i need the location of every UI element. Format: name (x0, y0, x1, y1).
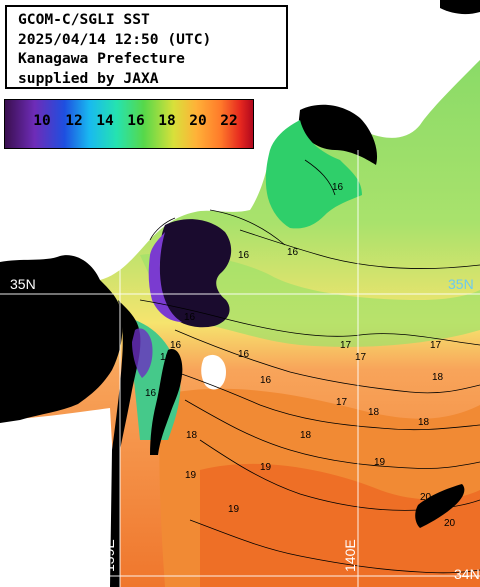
colorbar-tick: 20 (189, 113, 207, 129)
tokyo-bay-purple-edge (148, 232, 182, 322)
land-miura-peninsula (150, 349, 183, 455)
sagami-cold-patch (132, 328, 153, 378)
colorbar-legend: 10 12 14 16 18 20 22 (4, 99, 254, 149)
graticule (0, 150, 480, 587)
lat-label-34n-right: 34N (454, 566, 480, 582)
colorbar-tick: 18 (158, 113, 176, 129)
land-izu-coast (110, 300, 141, 587)
colorbar-tick: 16 (127, 113, 145, 129)
colorbar-gradient (5, 100, 253, 148)
title-box: GCOM-C/SGLI SST 2025/04/14 12:50 (UTC) K… (5, 5, 288, 89)
izu-coastal-water (265, 120, 362, 229)
warm-core-region (200, 463, 480, 587)
lon-label-139e: 139E (101, 539, 117, 572)
colorbar-tick: 12 (65, 113, 83, 129)
title-line-2: 2025/04/14 12:50 (UTC) (18, 30, 212, 48)
cool-water-region (140, 253, 480, 347)
title-line-1: GCOM-C/SGLI SST (18, 11, 150, 28)
title-line-3: Kanagawa Prefecture (18, 50, 185, 67)
cloud-mask-small (201, 354, 226, 390)
land-oshima (415, 484, 465, 528)
lat-label-35n: 35N (10, 276, 36, 292)
title-line-4: supplied by JAXA (18, 69, 159, 87)
tokyo-bay-cold-plume (159, 219, 232, 328)
isotherm-contours (139, 159, 480, 574)
lat-label-34n: 34N (10, 566, 36, 582)
lat-label-35n-right: 35N (448, 276, 474, 292)
colorbar-tick: 10 (33, 113, 51, 129)
cloud-mask-southwest (0, 408, 120, 587)
land-north-corner (440, 0, 480, 15)
land-izu-peninsula (0, 255, 123, 423)
colorbar-tick: 22 (220, 113, 238, 129)
colorbar-tick: 14 (96, 113, 114, 129)
colorbar-tick-labels: 10 12 14 16 18 20 22 (5, 113, 255, 135)
land-boso-tip (298, 104, 378, 165)
cloud-mask-west (0, 150, 270, 280)
lon-label-140e: 140E (342, 539, 358, 572)
